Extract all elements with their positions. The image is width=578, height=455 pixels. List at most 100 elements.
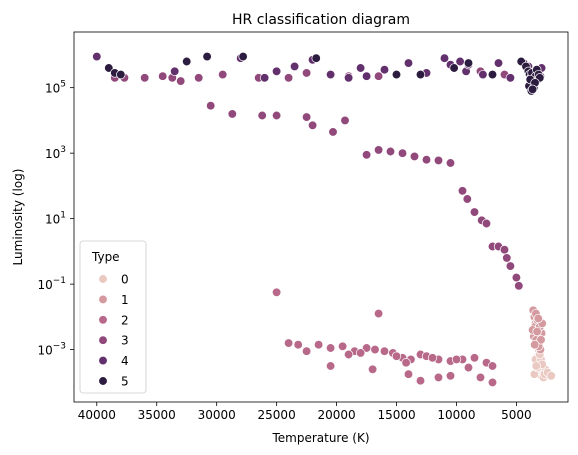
point-type-3-29 <box>502 253 512 263</box>
point-type-3-22 <box>462 194 472 204</box>
point-type-3-31 <box>511 272 522 283</box>
point-type-5-6 <box>311 53 321 63</box>
point-type-4-0 <box>92 51 102 62</box>
plot-frame <box>73 31 569 403</box>
point-type-3-8 <box>271 110 282 121</box>
point-type-3-33 <box>158 71 168 81</box>
point-type-2-23 <box>355 348 366 358</box>
point-type-4-4 <box>271 66 282 76</box>
point-type-2-26 <box>427 353 438 363</box>
point-type-4-3 <box>259 73 270 83</box>
point-type-4-7 <box>325 69 336 80</box>
x-axis: 40000 35000 30000 25000 20000 15000 10000 5000 <box>78 402 532 422</box>
point-type-5-4 <box>202 51 212 62</box>
point-type-2-0 <box>271 287 282 297</box>
point-type-3-37 <box>283 73 294 83</box>
point-type-4-19 <box>478 69 488 80</box>
point-type-2-28 <box>463 362 474 373</box>
point-type-5-5 <box>238 51 248 62</box>
point-type-3-32 <box>514 281 524 291</box>
x-tick-label: 5000 <box>501 408 532 422</box>
point-type-3-20 <box>445 158 456 168</box>
point-type-4-12 <box>403 58 414 68</box>
point-type-5-9 <box>449 63 459 73</box>
y-tick-label: 103 <box>45 145 66 161</box>
y-tick-label: 101 <box>45 211 66 227</box>
x-tick-label: 10000 <box>437 408 475 422</box>
point-type-2-1 <box>373 308 384 319</box>
point-type-4-9 <box>355 63 366 73</box>
point-type-3-5 <box>206 101 216 111</box>
point-type-2-31 <box>367 364 378 374</box>
point-type-5-10 <box>463 58 474 68</box>
point-type-4-1 <box>170 66 180 76</box>
plot-points <box>92 51 556 388</box>
y-axis: 10−3 10−1 101 103 105 <box>37 80 74 358</box>
point-type-3-18 <box>421 155 432 165</box>
legend-marker-5 <box>98 376 108 386</box>
legend-label-0: 0 <box>121 273 129 287</box>
point-type-3-23 <box>469 207 480 217</box>
point-type-2-21 <box>301 346 312 356</box>
point-type-2-25 <box>401 358 411 368</box>
point-type-3-13 <box>361 150 372 160</box>
point-type-2-37 <box>487 377 498 388</box>
point-type-1-20 <box>533 313 543 324</box>
legend-marker-1 <box>98 294 108 305</box>
y-tick-exponent: 1 <box>60 211 66 221</box>
point-type-3-16 <box>397 148 408 158</box>
point-type-2-22 <box>343 349 354 360</box>
point-type-0-18 <box>531 361 541 371</box>
point-type-3-28 <box>499 245 510 255</box>
point-type-3-40 <box>373 71 384 81</box>
point-type-3-17 <box>409 151 420 162</box>
legend-label-2: 2 <box>121 313 129 327</box>
y-tick-exponent: 3 <box>60 145 66 155</box>
point-type-4-5 <box>289 61 300 72</box>
point-type-2-5 <box>325 343 336 353</box>
point-type-1-14 <box>536 335 546 345</box>
y-tick-exponent: −3 <box>53 342 66 352</box>
point-type-3-21 <box>457 186 468 196</box>
point-type-3-11 <box>328 127 338 137</box>
point-type-2-30 <box>325 361 336 371</box>
point-type-3-35 <box>218 69 228 80</box>
point-type-3-19 <box>433 155 444 166</box>
chart-title: HR classification diagram <box>232 12 410 28</box>
y-tick-label: 10−1 <box>37 276 66 292</box>
point-type-3-34 <box>176 76 186 86</box>
point-type-2-36 <box>475 372 486 383</box>
legend-label-3: 3 <box>121 334 129 348</box>
point-type-2-34 <box>445 371 456 381</box>
point-type-3-15 <box>385 146 396 157</box>
y-tick-label: 10−3 <box>37 342 66 358</box>
x-tick-label: 25000 <box>258 408 296 422</box>
point-type-2-33 <box>433 372 444 383</box>
point-type-4-8 <box>343 73 354 83</box>
point-type-3-9 <box>301 112 312 122</box>
point-type-2-6 <box>337 341 348 351</box>
x-tick-label: 15000 <box>377 408 415 422</box>
point-type-4-10 <box>361 71 372 81</box>
y-axis-label: Luminosity (log) <box>11 169 25 266</box>
legend-title: Type <box>91 250 120 264</box>
point-type-3-30 <box>505 261 516 271</box>
legend-marker-0 <box>98 274 108 284</box>
point-type-0-20 <box>546 371 556 381</box>
point-type-2-29 <box>487 361 498 371</box>
point-type-5-11 <box>487 69 498 80</box>
legend-marker-2 <box>98 315 108 325</box>
point-type-3-4 <box>194 73 204 83</box>
legend-label-1: 1 <box>121 293 129 307</box>
point-type-3-14 <box>373 145 384 155</box>
x-tick-label: 20000 <box>317 408 355 422</box>
x-axis-label: Temperature (K) <box>271 431 369 445</box>
point-type-1-19 <box>530 340 540 350</box>
y-tick-exponent: 5 <box>60 80 66 90</box>
point-type-3-10 <box>307 120 318 130</box>
point-type-2-3 <box>293 340 303 350</box>
legend-marker-3 <box>98 335 108 345</box>
point-type-5-0 <box>104 63 114 73</box>
x-tick-label: 35000 <box>138 408 176 422</box>
